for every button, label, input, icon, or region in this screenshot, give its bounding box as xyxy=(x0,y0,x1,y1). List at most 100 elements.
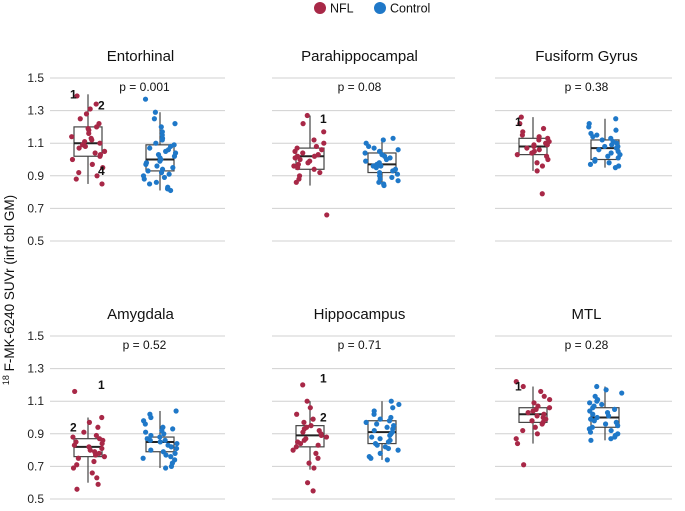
data-point xyxy=(521,462,527,468)
data-point xyxy=(94,475,100,481)
data-point xyxy=(301,419,307,425)
data-point xyxy=(514,440,521,447)
data-point xyxy=(148,447,154,453)
point-annotation: 1 xyxy=(98,378,105,392)
data-point xyxy=(529,150,535,156)
data-point xyxy=(101,148,108,154)
panel-parahippocampal: Parahippocampal p = 0.08 1 xyxy=(272,48,455,242)
data-point xyxy=(608,427,614,434)
data-point xyxy=(300,382,306,388)
data-point xyxy=(362,150,368,156)
data-point xyxy=(301,437,307,443)
y-tick-label: 1.3 xyxy=(27,362,44,376)
data-point xyxy=(321,129,327,135)
data-point xyxy=(143,161,149,167)
data-point xyxy=(305,160,311,166)
data-point xyxy=(547,396,553,403)
data-point xyxy=(168,454,174,460)
data-point xyxy=(373,165,379,171)
panel-title: Amygdala xyxy=(107,306,174,323)
data-point xyxy=(69,134,75,140)
data-point xyxy=(99,414,105,421)
data-point xyxy=(385,439,392,445)
data-point xyxy=(97,140,103,146)
data-point xyxy=(587,429,594,435)
data-point xyxy=(142,96,149,102)
data-point xyxy=(153,179,159,185)
data-point xyxy=(596,147,602,153)
data-point xyxy=(517,121,523,127)
data-point xyxy=(89,161,95,167)
data-point xyxy=(594,132,600,138)
data-point xyxy=(75,455,81,461)
data-point xyxy=(520,383,526,390)
point-annotation: 2 xyxy=(70,420,77,434)
series-control xyxy=(586,116,623,171)
data-point xyxy=(92,150,98,156)
data-point xyxy=(390,405,396,411)
panel-title: Hippocampus xyxy=(314,306,406,323)
series-nfl xyxy=(514,114,552,197)
data-point xyxy=(158,124,164,130)
data-point xyxy=(95,424,101,430)
data-point xyxy=(371,145,377,151)
data-point xyxy=(529,418,535,424)
data-point xyxy=(605,413,612,419)
series-nfl xyxy=(290,382,330,494)
y-tick-label: 1.5 xyxy=(27,329,44,343)
data-point xyxy=(513,379,519,385)
data-point xyxy=(86,419,93,425)
data-point xyxy=(545,156,551,163)
y-tick-label: 0.5 xyxy=(27,234,44,248)
data-point xyxy=(82,143,88,150)
data-point xyxy=(324,212,330,218)
data-point xyxy=(385,445,392,452)
data-point xyxy=(588,437,594,443)
panel-title: MTL xyxy=(572,306,602,323)
data-point xyxy=(171,153,178,159)
y-tick-label: 1.1 xyxy=(27,136,44,150)
data-point xyxy=(395,447,401,453)
data-point xyxy=(101,454,108,460)
data-point xyxy=(168,444,174,450)
p-value: p = 0.08 xyxy=(338,80,382,94)
data-point xyxy=(539,191,545,197)
data-point xyxy=(297,156,303,163)
data-point xyxy=(519,132,525,138)
p-value: p = 0.38 xyxy=(565,80,609,94)
data-point xyxy=(374,442,380,448)
y-tick-label: 0.9 xyxy=(27,169,44,183)
data-point xyxy=(173,445,180,452)
series-nfl xyxy=(69,93,108,187)
data-point xyxy=(308,423,314,429)
point-annotation: 1 xyxy=(70,87,77,101)
data-point xyxy=(304,480,311,486)
data-point xyxy=(606,160,612,166)
point-annotation: 2 xyxy=(320,411,327,425)
data-point xyxy=(83,111,90,117)
data-point xyxy=(315,455,321,461)
point-annotation: 4 xyxy=(98,164,105,178)
data-point xyxy=(94,173,100,179)
data-point xyxy=(384,424,390,430)
data-point xyxy=(167,187,174,194)
data-point xyxy=(297,440,304,447)
panel-title: Entorhinal xyxy=(107,48,175,65)
data-point xyxy=(363,158,369,164)
data-point xyxy=(157,158,163,164)
data-point xyxy=(93,432,99,439)
data-point xyxy=(319,147,325,153)
data-point xyxy=(304,398,310,404)
data-point xyxy=(74,93,80,99)
data-point xyxy=(148,432,154,439)
legend-dot-nfl xyxy=(314,2,326,14)
data-point xyxy=(539,163,546,169)
data-point xyxy=(374,421,380,427)
point-annotation: 1 xyxy=(515,115,522,129)
data-point xyxy=(170,165,176,171)
data-point xyxy=(525,410,531,416)
data-point xyxy=(594,398,600,404)
data-point xyxy=(377,436,383,442)
data-point xyxy=(602,421,609,427)
